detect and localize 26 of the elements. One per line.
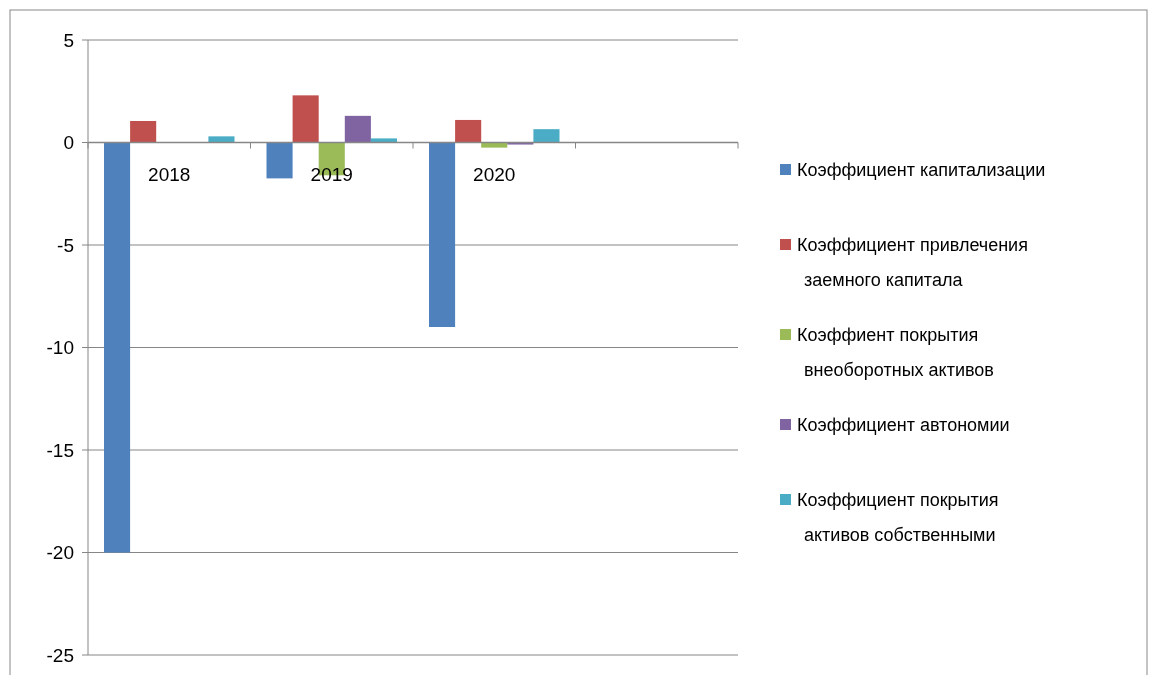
legend-label: Коэффиент покрытия внеоборотных активов: [797, 325, 994, 381]
x-tick-label: 2018: [148, 163, 191, 185]
bar: [266, 142, 293, 179]
bar: [344, 115, 371, 143]
y-tick-label: 0: [63, 132, 74, 154]
bar: [533, 129, 560, 143]
legend-label: Коэффициент привлечения заемного капитала: [797, 235, 1028, 291]
bar: [208, 136, 235, 143]
legend-label: Коэффициент капитализации: [797, 160, 1046, 181]
bar: [507, 142, 534, 145]
y-tick-label: -25: [46, 644, 74, 666]
y-tick-label: -15: [46, 439, 74, 461]
bar: [130, 120, 157, 143]
legend-label: Коэффициент автономии: [797, 415, 1010, 436]
bar: [429, 142, 456, 327]
bar: [481, 142, 508, 148]
y-tick-label: 5: [63, 29, 74, 51]
bar: [104, 142, 131, 553]
legend-label: Коэффициент покрытия активов собственными: [797, 490, 999, 546]
y-tick-label: -5: [57, 234, 74, 256]
bar: [292, 95, 319, 143]
y-tick-label: -20: [46, 542, 74, 564]
bar: [455, 119, 482, 143]
bar: [370, 138, 397, 143]
x-tick-label: 2020: [473, 163, 516, 185]
y-tick-label: -10: [46, 337, 74, 359]
